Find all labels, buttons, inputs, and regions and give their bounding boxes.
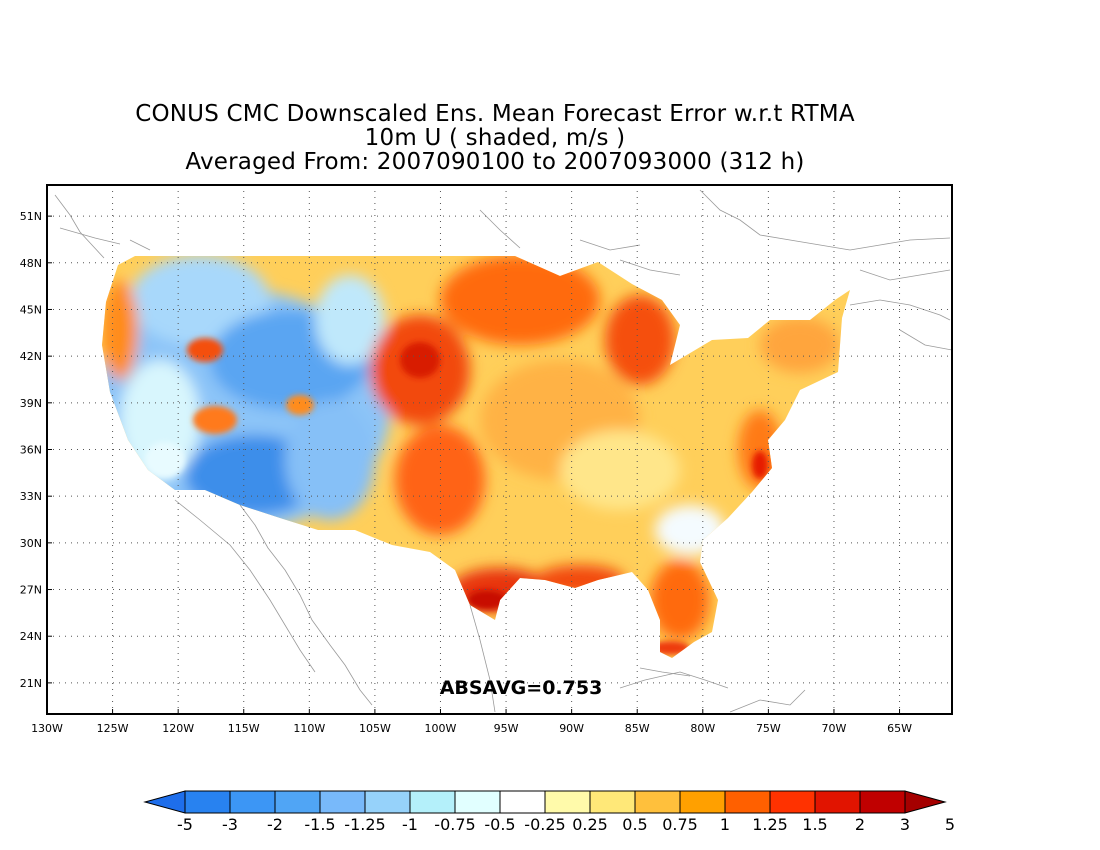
colorbar-label: -1.5 — [304, 815, 335, 834]
colorbar-label: -2 — [267, 815, 283, 834]
lon-tick-label: 90W — [559, 722, 584, 735]
title-line-1: CONUS CMC Downscaled Ens. Mean Forecast … — [135, 101, 855, 127]
lon-tick-label: 65W — [887, 722, 912, 735]
colorbar-label: 0.25 — [572, 815, 608, 834]
colorbar-label: -5 — [177, 815, 193, 834]
lon-tick-label: 100W — [425, 722, 457, 735]
colorbar-label: 0.75 — [662, 815, 698, 834]
lon-tick-label: 120W — [162, 722, 194, 735]
colorbar: -5 -3 -2 -1.5 -1.25 -1 -0.75 -0.5 -0.25 0.25 0.5 0.… — [143, 790, 955, 834]
lat-tick-label: 21N — [20, 677, 42, 690]
colorbar-label: -1.25 — [344, 815, 385, 834]
colorbar-label: 1 — [720, 815, 730, 834]
lat-lon-grid — [47, 185, 952, 714]
map-field — [102, 256, 850, 658]
longitude-axis: 130W 125W 120W 115W 110W 105W 100W 95W 90W 85W 80W… — [31, 709, 912, 735]
lon-tick-label: 130W — [31, 722, 63, 735]
us-shaded-field — [102, 256, 850, 658]
lat-tick-label: 42N — [20, 350, 42, 363]
lat-tick-label: 39N — [20, 397, 42, 410]
lat-tick-label: 27N — [20, 584, 42, 597]
colorbar-box — [409, 790, 456, 814]
lat-tick-label: 45N — [20, 303, 42, 316]
colorbar-label: -0.25 — [524, 815, 565, 834]
colorbar-box — [229, 790, 276, 814]
colorbar-box — [589, 790, 636, 814]
colorbar-box — [184, 790, 231, 814]
lon-tick-label: 80W — [690, 722, 715, 735]
colorbar-box — [859, 790, 906, 814]
absavg-label: ABSAVG=0.753 — [440, 677, 603, 699]
colorbar-box — [814, 790, 861, 814]
colorbar-label: 2 — [855, 815, 865, 834]
colorbar-label: 3 — [900, 815, 910, 834]
colorbar-box — [319, 790, 366, 814]
colorbar-box — [499, 790, 546, 814]
colorbar-label: 1.5 — [802, 815, 827, 834]
lon-tick-label: 95W — [494, 722, 519, 735]
lat-tick-label: 51N — [20, 210, 42, 223]
lat-tick-label: 24N — [20, 630, 42, 643]
colorbar-label: 5 — [945, 815, 955, 834]
colorbar-label: 1.25 — [752, 815, 788, 834]
colorbar-high-arrow — [904, 790, 947, 814]
lon-tick-label: 75W — [756, 722, 781, 735]
title-line-3: Averaged From: 2007090100 to 2007093000 … — [185, 149, 805, 175]
lat-tick-label: 30N — [20, 537, 42, 550]
colorbar-box — [769, 790, 816, 814]
title-line-2: 10m U ( shaded, m/s ) — [364, 125, 626, 151]
lon-tick-label: 115W — [228, 722, 260, 735]
colorbar-low-arrow — [143, 790, 186, 814]
coastlines — [54, 189, 952, 713]
colorbar-label: -0.5 — [484, 815, 515, 834]
map-title: CONUS CMC Downscaled Ens. Mean Forecast … — [0, 102, 990, 174]
colorbar-box — [724, 790, 771, 814]
lon-tick-label: 85W — [625, 722, 650, 735]
lon-tick-label: 105W — [359, 722, 391, 735]
colorbar-box — [679, 790, 726, 814]
colorbar-box — [274, 790, 321, 814]
colorbar-box — [364, 790, 411, 814]
lat-tick-label: 48N — [20, 257, 42, 270]
colorbar-label: -0.75 — [434, 815, 475, 834]
lat-tick-label: 36N — [20, 444, 42, 457]
colorbar-label: -1 — [402, 815, 418, 834]
colorbar-label: 0.5 — [622, 815, 647, 834]
colorbar-box — [454, 790, 501, 814]
lon-tick-label: 110W — [293, 722, 325, 735]
latitude-axis: 21N 24N 27N 30N 33N 36N 39N 42N 45N 48N 51N — [20, 210, 52, 690]
lon-tick-label: 125W — [97, 722, 129, 735]
lat-tick-label: 33N — [20, 490, 42, 503]
colorbar-box — [634, 790, 681, 814]
colorbar-label: -3 — [222, 815, 238, 834]
lon-tick-label: 70W — [822, 722, 847, 735]
colorbar-box — [544, 790, 591, 814]
